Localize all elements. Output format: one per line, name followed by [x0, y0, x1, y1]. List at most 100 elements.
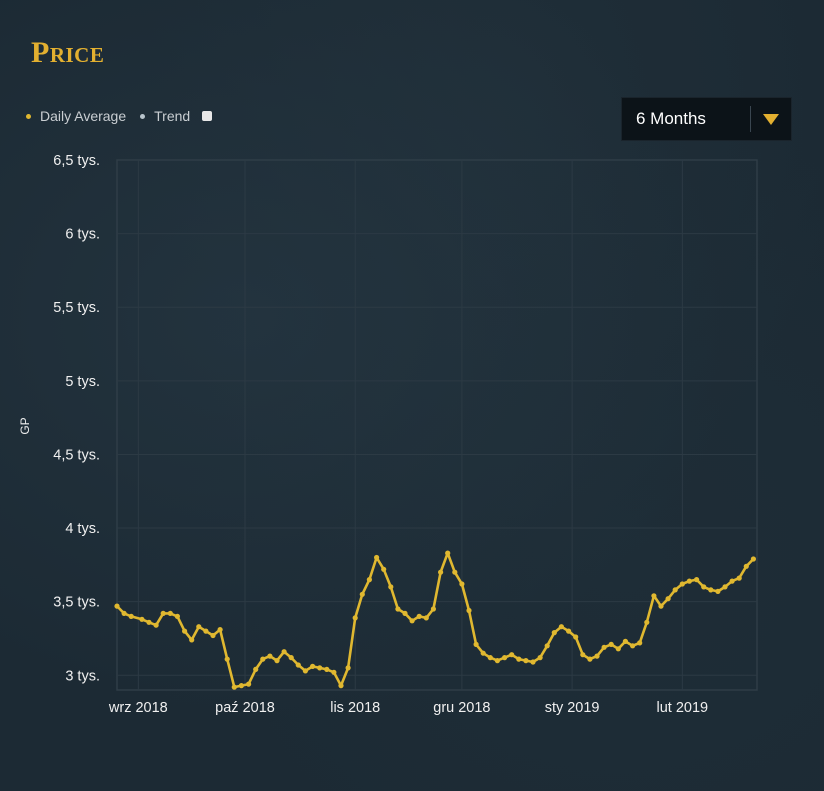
data-point[interactable]	[153, 622, 159, 628]
data-point[interactable]	[494, 658, 500, 664]
data-point[interactable]	[210, 632, 216, 639]
data-point[interactable]	[587, 656, 593, 662]
data-point[interactable]	[672, 587, 678, 593]
data-point[interactable]	[238, 683, 244, 689]
data-point[interactable]	[253, 666, 259, 673]
data-point[interactable]	[288, 655, 294, 661]
data-point[interactable]	[128, 613, 134, 620]
legend-label-daily-average: Daily Average	[40, 108, 127, 124]
data-point[interactable]	[658, 603, 664, 609]
data-point[interactable]	[566, 628, 572, 634]
data-point[interactable]	[267, 653, 273, 659]
time-range-select[interactable]: 6 Months	[621, 97, 792, 141]
chart-series	[114, 550, 757, 690]
data-point[interactable]	[366, 577, 372, 583]
data-point[interactable]	[352, 615, 358, 621]
data-point[interactable]	[516, 656, 522, 662]
data-point[interactable]	[750, 556, 757, 562]
data-point[interactable]	[644, 619, 650, 625]
data-point[interactable]	[402, 610, 408, 617]
data-point[interactable]	[388, 584, 394, 590]
data-point[interactable]	[395, 606, 401, 612]
data-point[interactable]	[224, 656, 230, 662]
data-point[interactable]	[622, 638, 629, 645]
data-point[interactable]	[509, 652, 515, 658]
data-point[interactable]	[274, 658, 280, 664]
data-point[interactable]	[196, 624, 202, 630]
data-point[interactable]	[416, 613, 422, 620]
data-point[interactable]	[114, 603, 120, 609]
data-point[interactable]	[573, 634, 579, 640]
trend-checkbox[interactable]	[202, 111, 213, 121]
data-point[interactable]	[430, 606, 436, 612]
data-point[interactable]	[423, 615, 429, 621]
data-point[interactable]	[487, 655, 493, 661]
x-tick-label: sty 2019	[545, 700, 600, 716]
data-point[interactable]	[121, 610, 127, 617]
data-point[interactable]	[630, 643, 636, 649]
data-point[interactable]	[537, 655, 543, 661]
data-point[interactable]	[246, 681, 252, 687]
data-point[interactable]	[722, 584, 728, 590]
data-point[interactable]	[217, 627, 223, 633]
data-point[interactable]	[480, 650, 486, 656]
data-point[interactable]	[665, 596, 671, 602]
data-point[interactable]	[608, 641, 614, 648]
data-point[interactable]	[601, 644, 607, 650]
data-point[interactable]	[160, 610, 166, 617]
data-point[interactable]	[295, 662, 301, 668]
data-point[interactable]	[715, 588, 721, 595]
data-point[interactable]	[167, 610, 173, 617]
data-point[interactable]	[182, 628, 188, 634]
data-point[interactable]	[189, 637, 195, 643]
data-point[interactable]	[231, 684, 237, 690]
data-point[interactable]	[679, 581, 685, 587]
data-point[interactable]	[445, 550, 451, 556]
data-point[interactable]	[686, 578, 693, 584]
data-point[interactable]	[174, 613, 180, 620]
data-point[interactable]	[708, 587, 714, 593]
x-tick-label: gru 2018	[433, 700, 490, 716]
data-point[interactable]	[615, 646, 621, 652]
data-point[interactable]	[701, 584, 707, 590]
data-point[interactable]	[694, 577, 700, 583]
data-point[interactable]	[317, 665, 323, 671]
data-point[interactable]	[203, 628, 209, 634]
data-point[interactable]	[523, 658, 529, 664]
data-point[interactable]	[139, 616, 145, 622]
data-point[interactable]	[146, 619, 152, 625]
legend-item-daily-average[interactable]: Daily Average	[26, 108, 126, 124]
data-point[interactable]	[359, 591, 365, 597]
data-point[interactable]	[452, 569, 458, 575]
data-point[interactable]	[558, 624, 565, 630]
data-point[interactable]	[345, 665, 351, 671]
data-point[interactable]	[743, 563, 749, 569]
data-point[interactable]	[438, 569, 444, 575]
data-point[interactable]	[473, 641, 479, 648]
data-point[interactable]	[381, 566, 387, 572]
data-point[interactable]	[729, 578, 735, 584]
data-point[interactable]	[260, 656, 266, 662]
legend-item-trend[interactable]: Trend	[140, 108, 190, 124]
data-point[interactable]	[310, 663, 316, 670]
data-point[interactable]	[302, 668, 308, 674]
chevron-down-icon[interactable]	[751, 113, 791, 125]
data-point[interactable]	[459, 581, 465, 587]
y-tick-label: 4,5 tys.	[53, 447, 100, 463]
data-point[interactable]	[409, 618, 415, 624]
data-point[interactable]	[338, 683, 344, 689]
data-point[interactable]	[331, 669, 337, 675]
data-point[interactable]	[544, 643, 550, 649]
data-point[interactable]	[736, 575, 742, 581]
data-point[interactable]	[281, 649, 287, 655]
data-point[interactable]	[502, 655, 508, 661]
data-point[interactable]	[324, 666, 330, 673]
data-point[interactable]	[637, 640, 643, 646]
data-point[interactable]	[374, 554, 380, 561]
data-point[interactable]	[466, 607, 472, 614]
data-point[interactable]	[580, 652, 586, 658]
data-point[interactable]	[651, 593, 657, 599]
data-point[interactable]	[551, 630, 557, 636]
data-point[interactable]	[530, 659, 536, 665]
data-point[interactable]	[594, 653, 600, 659]
